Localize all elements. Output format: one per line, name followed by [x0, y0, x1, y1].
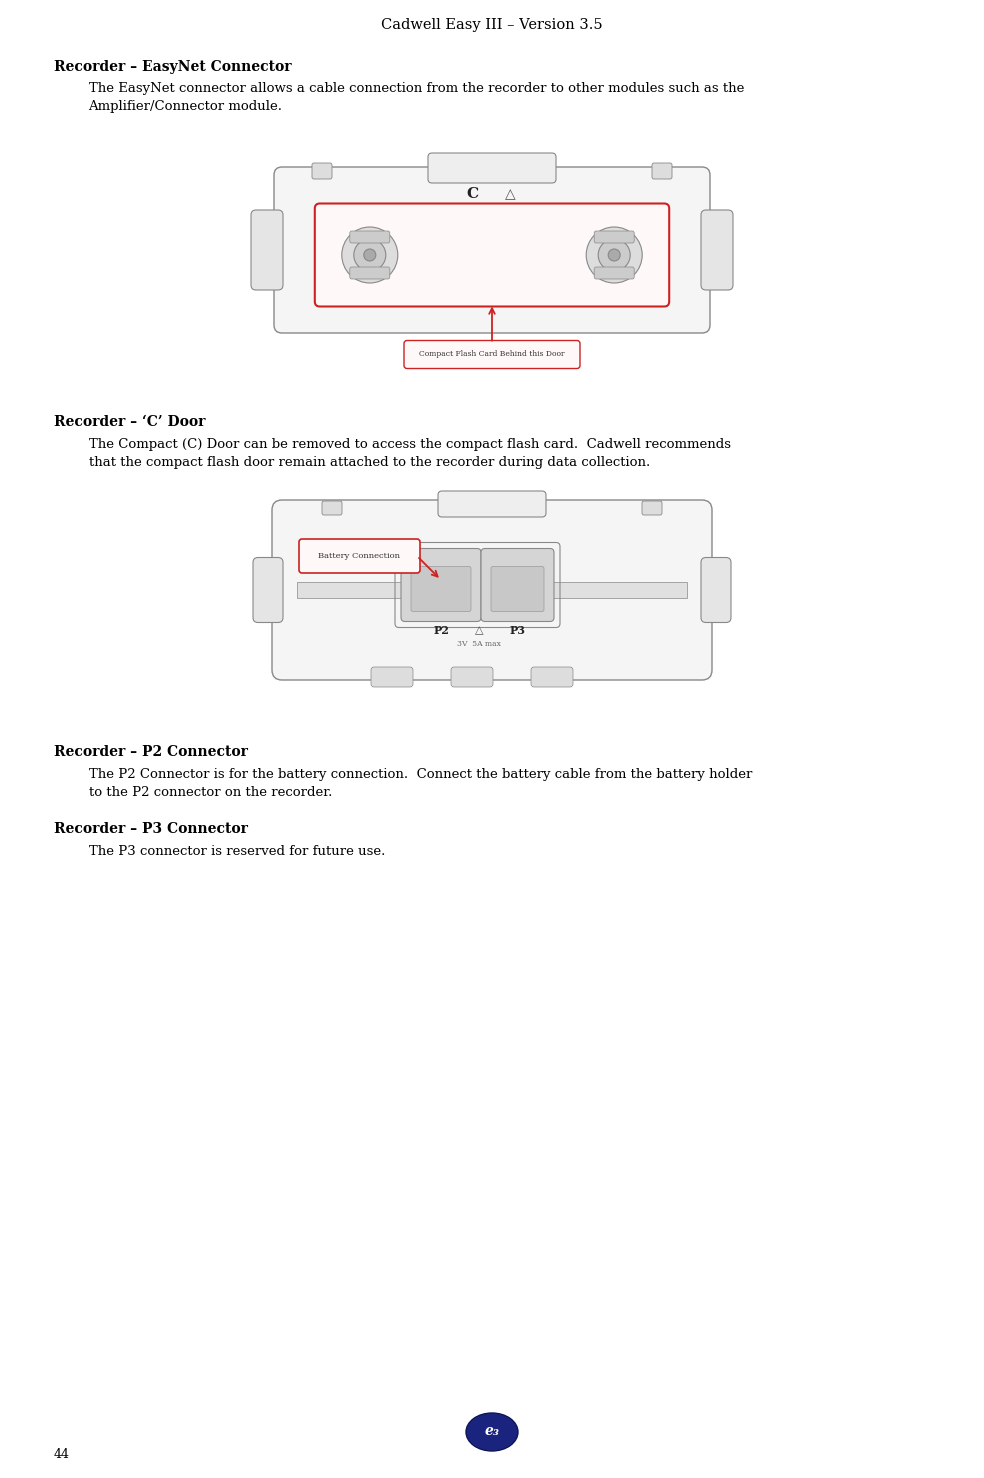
- FancyBboxPatch shape: [349, 268, 390, 279]
- FancyBboxPatch shape: [451, 667, 493, 687]
- FancyBboxPatch shape: [411, 566, 471, 612]
- Text: Recorder – P3 Connector: Recorder – P3 Connector: [54, 822, 248, 837]
- Text: Compact Flash Card Behind this Door: Compact Flash Card Behind this Door: [419, 350, 565, 359]
- Circle shape: [586, 228, 643, 282]
- FancyBboxPatch shape: [253, 557, 283, 622]
- Circle shape: [364, 248, 376, 262]
- FancyBboxPatch shape: [251, 210, 283, 290]
- Text: The Compact (C) Door can be removed to access the compact flash card.  Cadwell r: The Compact (C) Door can be removed to a…: [89, 437, 730, 469]
- Text: e₃: e₃: [484, 1423, 500, 1438]
- Text: C: C: [466, 188, 478, 201]
- Text: △: △: [505, 188, 516, 201]
- Circle shape: [341, 228, 398, 282]
- Bar: [297, 582, 687, 599]
- FancyBboxPatch shape: [274, 167, 710, 333]
- FancyBboxPatch shape: [315, 204, 669, 306]
- FancyBboxPatch shape: [594, 268, 635, 279]
- FancyBboxPatch shape: [428, 154, 556, 183]
- FancyBboxPatch shape: [491, 566, 544, 612]
- FancyBboxPatch shape: [652, 163, 672, 179]
- Text: Recorder – ‘C’ Door: Recorder – ‘C’ Door: [54, 415, 206, 429]
- FancyBboxPatch shape: [642, 501, 662, 514]
- FancyBboxPatch shape: [312, 163, 332, 179]
- FancyBboxPatch shape: [349, 231, 390, 242]
- Circle shape: [608, 248, 620, 262]
- FancyBboxPatch shape: [299, 539, 420, 573]
- Text: 3V  5A max: 3V 5A max: [458, 640, 501, 647]
- Text: The EasyNet connector allows a cable connection from the recorder to other modul: The EasyNet connector allows a cable con…: [89, 81, 744, 112]
- Text: Recorder – P2 Connector: Recorder – P2 Connector: [54, 745, 248, 760]
- Text: △: △: [475, 625, 483, 636]
- FancyBboxPatch shape: [322, 501, 342, 514]
- FancyBboxPatch shape: [481, 548, 554, 622]
- FancyBboxPatch shape: [371, 667, 413, 687]
- Text: Recorder – EasyNet Connector: Recorder – EasyNet Connector: [54, 61, 291, 74]
- Text: 44: 44: [54, 1448, 70, 1460]
- Text: The P3 connector is reserved for future use.: The P3 connector is reserved for future …: [89, 845, 385, 859]
- FancyBboxPatch shape: [401, 548, 481, 622]
- Text: P3: P3: [510, 625, 525, 637]
- Text: The P2 Connector is for the battery connection.  Connect the battery cable from : The P2 Connector is for the battery conn…: [89, 769, 752, 800]
- FancyBboxPatch shape: [404, 340, 580, 368]
- Text: Cadwell Easy III – Version 3.5: Cadwell Easy III – Version 3.5: [381, 18, 603, 33]
- Circle shape: [354, 239, 386, 270]
- Circle shape: [598, 239, 630, 270]
- FancyBboxPatch shape: [594, 231, 635, 242]
- FancyBboxPatch shape: [531, 667, 573, 687]
- FancyBboxPatch shape: [272, 500, 712, 680]
- Text: P2: P2: [433, 625, 449, 637]
- FancyBboxPatch shape: [701, 210, 733, 290]
- FancyBboxPatch shape: [701, 557, 731, 622]
- Text: Battery Connection: Battery Connection: [319, 551, 400, 560]
- Ellipse shape: [466, 1413, 518, 1451]
- FancyBboxPatch shape: [438, 491, 546, 517]
